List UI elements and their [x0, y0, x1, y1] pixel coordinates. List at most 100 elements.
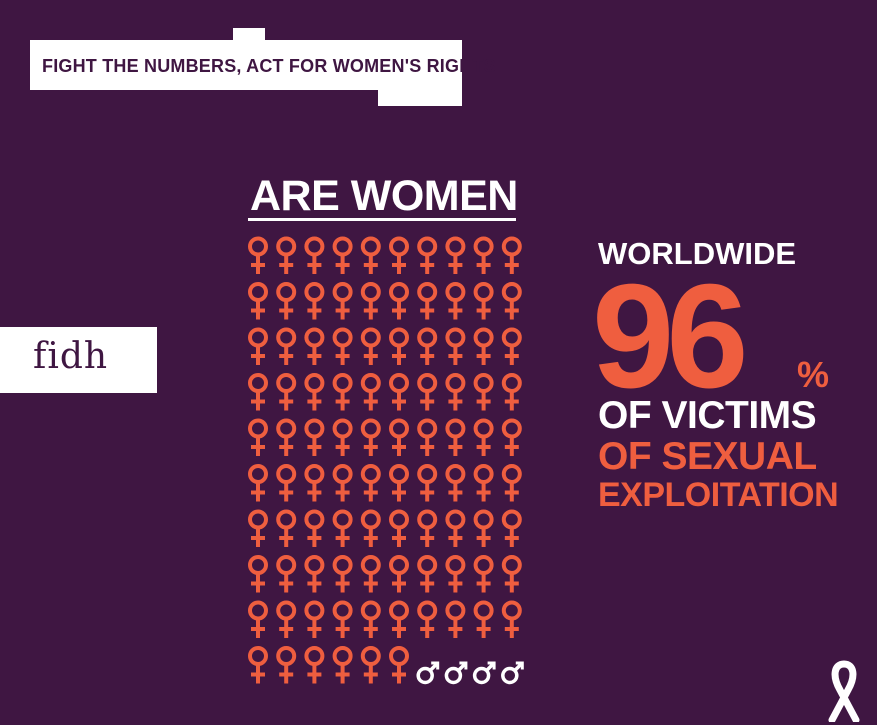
male-symbol-icon [501, 661, 524, 685]
female-symbol-icon [473, 236, 494, 274]
female-symbol-icon [389, 464, 409, 502]
female-symbol-icon [501, 555, 522, 593]
female-symbol-icon [332, 236, 353, 274]
female-symbol-icon [360, 646, 381, 684]
female-symbol-icon [473, 600, 494, 638]
female-symbol-icon [473, 282, 494, 320]
female-symbol-icon [332, 509, 353, 547]
female-symbol-icon [417, 418, 438, 456]
female-symbol-icon [445, 282, 466, 320]
female-symbol-icon [304, 555, 325, 593]
female-symbol-icon [445, 600, 466, 638]
female-symbol-icon [445, 464, 466, 502]
female-symbol-icon [276, 282, 297, 320]
female-symbol-icon [417, 373, 438, 411]
female-symbol-icon [304, 509, 325, 547]
female-symbol-icon [389, 282, 409, 320]
female-symbol-icon [304, 464, 325, 502]
female-symbol-icon [445, 509, 466, 547]
female-symbol-icon [304, 282, 325, 320]
female-symbol-icon [445, 373, 466, 411]
female-symbol-icon [445, 555, 466, 593]
female-symbol-icon [473, 509, 494, 547]
female-symbol-icon [389, 236, 409, 274]
female-symbol-icon [248, 327, 268, 365]
female-symbol-icon [276, 509, 297, 547]
female-symbol-icon [304, 236, 325, 274]
female-symbol-icon [332, 327, 353, 365]
stat-line-1: OF VICTIMS [598, 394, 817, 437]
female-symbol-icon [389, 509, 409, 547]
logo-box [0, 327, 157, 393]
heading-underline [248, 218, 516, 221]
female-symbol-icon [332, 555, 353, 593]
female-symbol-icon [445, 327, 466, 365]
female-symbol-icon [501, 418, 522, 456]
banner-notch-bottom [378, 88, 462, 106]
fidh-logo: fidh [33, 336, 109, 377]
stat-line-2: OF SEXUAL [598, 435, 817, 478]
female-symbol-icon [276, 555, 297, 593]
female-symbol-icon [332, 464, 353, 502]
stat-number: 96 [592, 254, 749, 419]
female-symbol-icon [304, 418, 325, 456]
female-symbol-icon [248, 646, 268, 684]
female-symbol-icon [360, 600, 381, 638]
female-symbol-icon [417, 327, 438, 365]
female-symbol-icon [276, 600, 297, 638]
female-symbol-icon [360, 418, 381, 456]
female-symbol-icon [360, 373, 381, 411]
female-symbol-icon [332, 373, 353, 411]
female-symbol-icon [389, 600, 409, 638]
female-symbol-icon [501, 282, 522, 320]
female-symbol-icon [276, 646, 297, 684]
female-symbol-icon [501, 464, 522, 502]
female-symbol-icon [473, 327, 494, 365]
female-symbol-icon [276, 373, 297, 411]
female-symbol-icon [360, 555, 381, 593]
female-symbol-icon [332, 600, 353, 638]
awareness-ribbon-icon [828, 660, 860, 722]
female-symbol-icon [389, 555, 409, 593]
female-symbol-icon [332, 282, 353, 320]
stat-percent-sign: % [797, 354, 830, 395]
heading-are-women: ARE WOMEN [250, 172, 518, 220]
female-symbol-icon [332, 418, 353, 456]
female-symbol-icon [417, 464, 438, 502]
female-symbol-icon [417, 509, 438, 547]
female-symbol-icon [417, 555, 438, 593]
female-symbol-icon [360, 327, 381, 365]
female-symbol-icon [276, 464, 297, 502]
female-symbol-icon [276, 327, 297, 365]
female-symbol-icon [248, 282, 268, 320]
female-symbol-icon [248, 555, 268, 593]
female-symbol-icon [389, 327, 409, 365]
female-symbol-icon [473, 418, 494, 456]
female-symbol-icon [248, 509, 268, 547]
male-symbol-icon [472, 661, 496, 685]
stat-line-3: EXPLOITATION [598, 476, 839, 514]
female-symbol-icon [248, 418, 268, 456]
female-symbol-icon [304, 373, 325, 411]
female-symbol-icon [276, 418, 297, 456]
female-symbol-icon [248, 464, 268, 502]
female-symbol-icon [417, 600, 438, 638]
female-symbol-icon [360, 464, 381, 502]
female-symbol-icon [360, 282, 381, 320]
female-symbol-icon [389, 373, 409, 411]
female-symbol-icon [473, 373, 494, 411]
female-symbol-icon [501, 600, 522, 638]
female-symbol-icon [332, 646, 353, 684]
female-symbol-icon [304, 327, 325, 365]
female-symbol-icon [304, 600, 325, 638]
female-symbol-icon [501, 373, 522, 411]
female-symbol-icon [473, 555, 494, 593]
male-symbol-icon [416, 661, 440, 685]
female-symbol-icon [248, 600, 268, 638]
female-symbol-icon [389, 646, 409, 684]
banner-text: FIGHT THE NUMBERS, ACT FOR WOMEN'S RIGHT… [42, 56, 496, 76]
female-symbol-icon [501, 236, 522, 274]
banner [30, 40, 462, 90]
female-symbol-icon [248, 373, 268, 411]
